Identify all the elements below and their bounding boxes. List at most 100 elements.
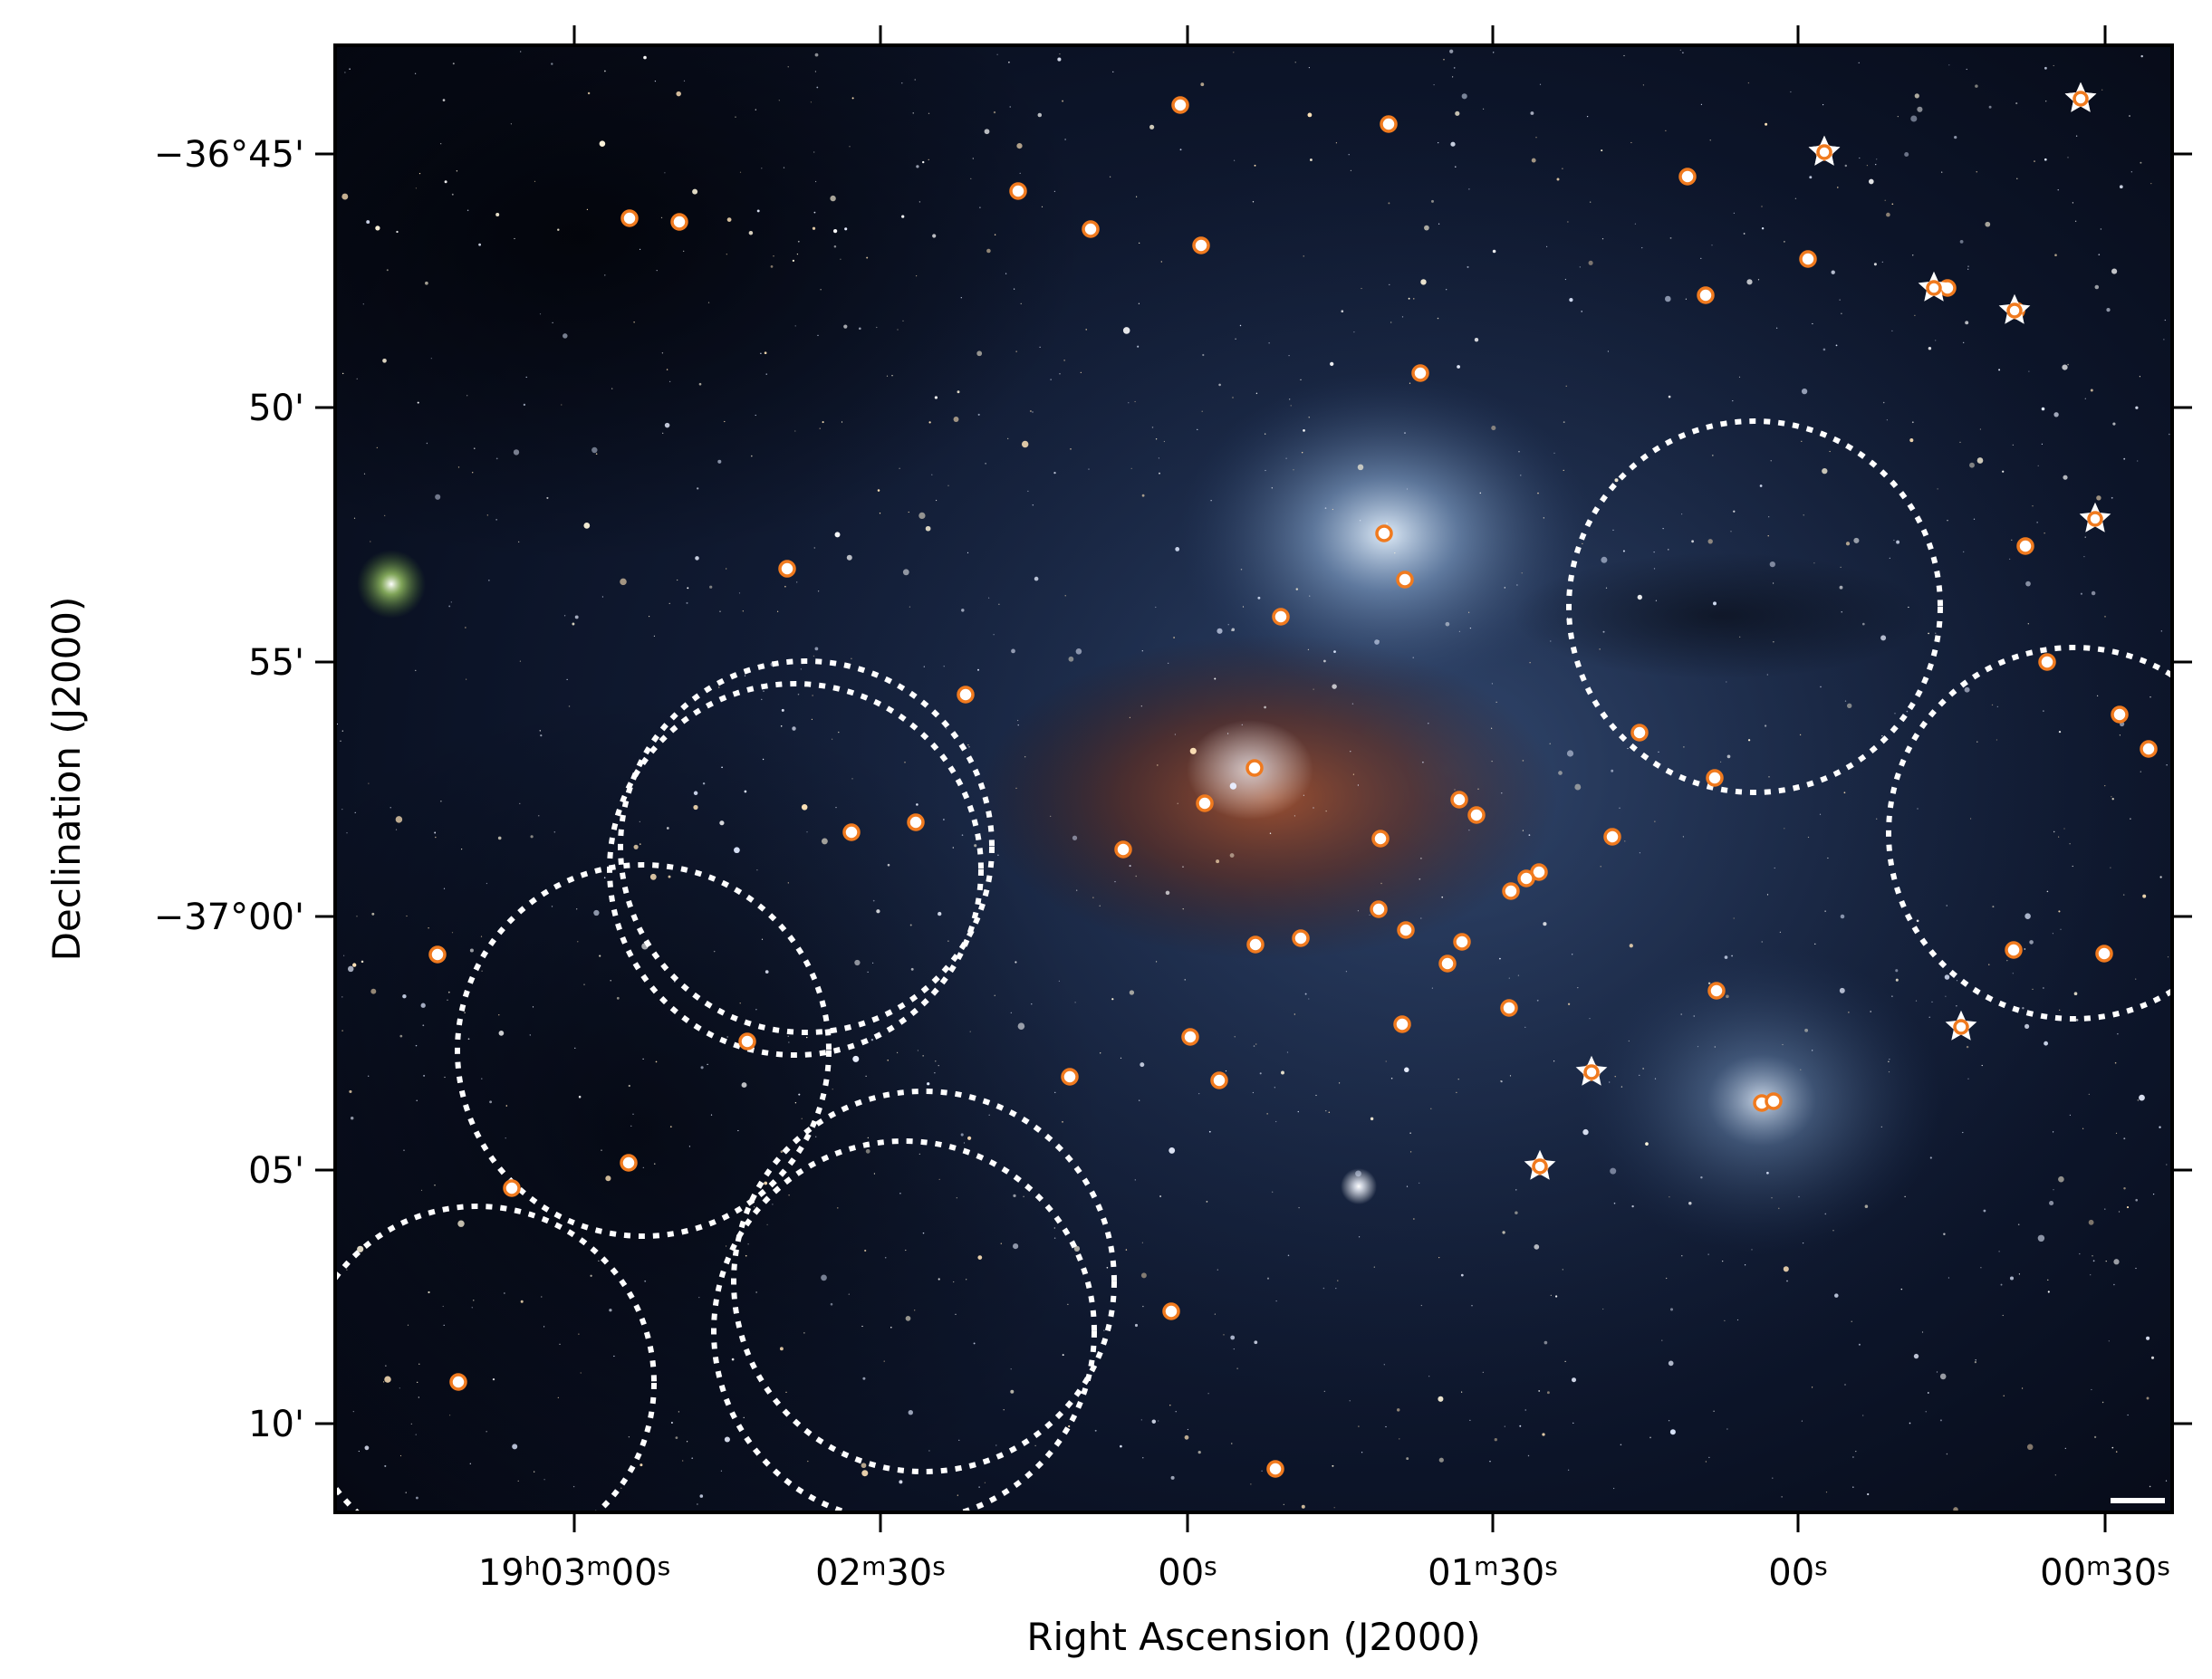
field-star [586,208,589,211]
field-star [998,603,1000,605]
field-star [1452,76,1454,78]
field-star [1812,322,1813,325]
field-star [1945,995,1947,997]
field-star [2058,730,2062,734]
field-star [1929,1156,1932,1159]
field-star [1359,1236,1361,1238]
field-star [776,610,779,612]
field-star [2009,558,2011,561]
field-star [495,519,497,521]
field-star [2111,268,2118,274]
star-symbol-ring [1532,1158,1548,1175]
field-star [1766,674,1768,676]
field-star [806,831,808,833]
field-star [1058,980,1060,982]
field-star [543,1479,545,1481]
field-star [1457,365,1460,369]
field-star [1732,399,1734,402]
field-star [1889,1059,1890,1060]
field-star [820,289,822,291]
field-star [362,303,364,305]
field-star [1345,971,1348,973]
field-star [417,401,419,404]
field-star [1824,910,1826,912]
field-star [1394,552,1396,554]
field-star [2149,1485,2151,1488]
field-star [800,668,802,670]
field-star [2041,443,2043,445]
field-star [693,791,698,796]
field-star [1168,662,1169,665]
field-star [877,489,880,492]
field-star [529,1034,531,1036]
field-star [1974,1361,1976,1364]
field-star [2130,171,2132,173]
field-star [1053,190,1055,192]
field-star [700,1066,704,1070]
field-star [899,1480,903,1484]
field-star [1479,492,1482,494]
field-star [1866,165,1868,167]
field-star [1508,977,1510,979]
field-star [620,1487,622,1489]
field-star [2140,54,2143,58]
field-star [958,1439,960,1441]
field-star [1544,1340,1548,1345]
field-star [368,1075,370,1077]
field-star [2166,1164,2168,1166]
field-star [1599,648,1601,650]
scale-bar [2111,1498,2165,1503]
field-star [628,1436,630,1438]
field-star [1027,490,1029,493]
field-star [918,1153,920,1155]
yso-marker [1375,524,1393,542]
field-star [1637,594,1642,600]
field-star [2091,590,2096,596]
field-star [2011,539,2013,541]
field-star [1852,1456,1854,1458]
field-star [1524,1409,1526,1411]
field-star [918,201,921,203]
field-star [1631,1204,1634,1208]
field-star [2104,1208,2106,1210]
field-star [2140,161,2142,164]
field-star [1290,405,1292,407]
field-star [2075,135,2078,137]
field-star [418,1396,419,1398]
field-star [916,275,918,277]
field-star [2026,1444,2034,1451]
field-star [943,819,945,820]
field-star [610,979,611,982]
field-star [1569,297,1573,302]
field-star [341,1030,343,1031]
field-star [779,1347,784,1351]
field-star [902,569,909,576]
field-star [1761,226,1765,230]
field-star [1809,176,1813,179]
field-star [2043,710,2044,712]
field-star [2139,1094,2145,1101]
yso-marker [1396,571,1414,589]
field-star [402,993,407,999]
field-star [1708,1456,1710,1458]
field-star [1493,52,1495,53]
star-symbol-ring [2073,91,2089,107]
yso-marker [2111,705,2129,724]
field-star [1252,1091,1254,1094]
field-star [1159,1195,1162,1197]
field-star [1726,754,1731,759]
field-star [1355,1170,1361,1177]
field-star [1420,858,1422,859]
field-star [1385,1425,1387,1428]
field-star [642,1058,644,1060]
field-star [997,854,999,857]
field-star [1142,1457,1144,1459]
field-star [1013,1194,1016,1198]
field-star [1259,1072,1262,1075]
field-star [1264,705,1266,709]
field-star [1138,302,1140,304]
field-star [561,404,563,406]
field-star [1021,440,1029,448]
field-star [668,875,671,878]
field-star [577,941,579,943]
